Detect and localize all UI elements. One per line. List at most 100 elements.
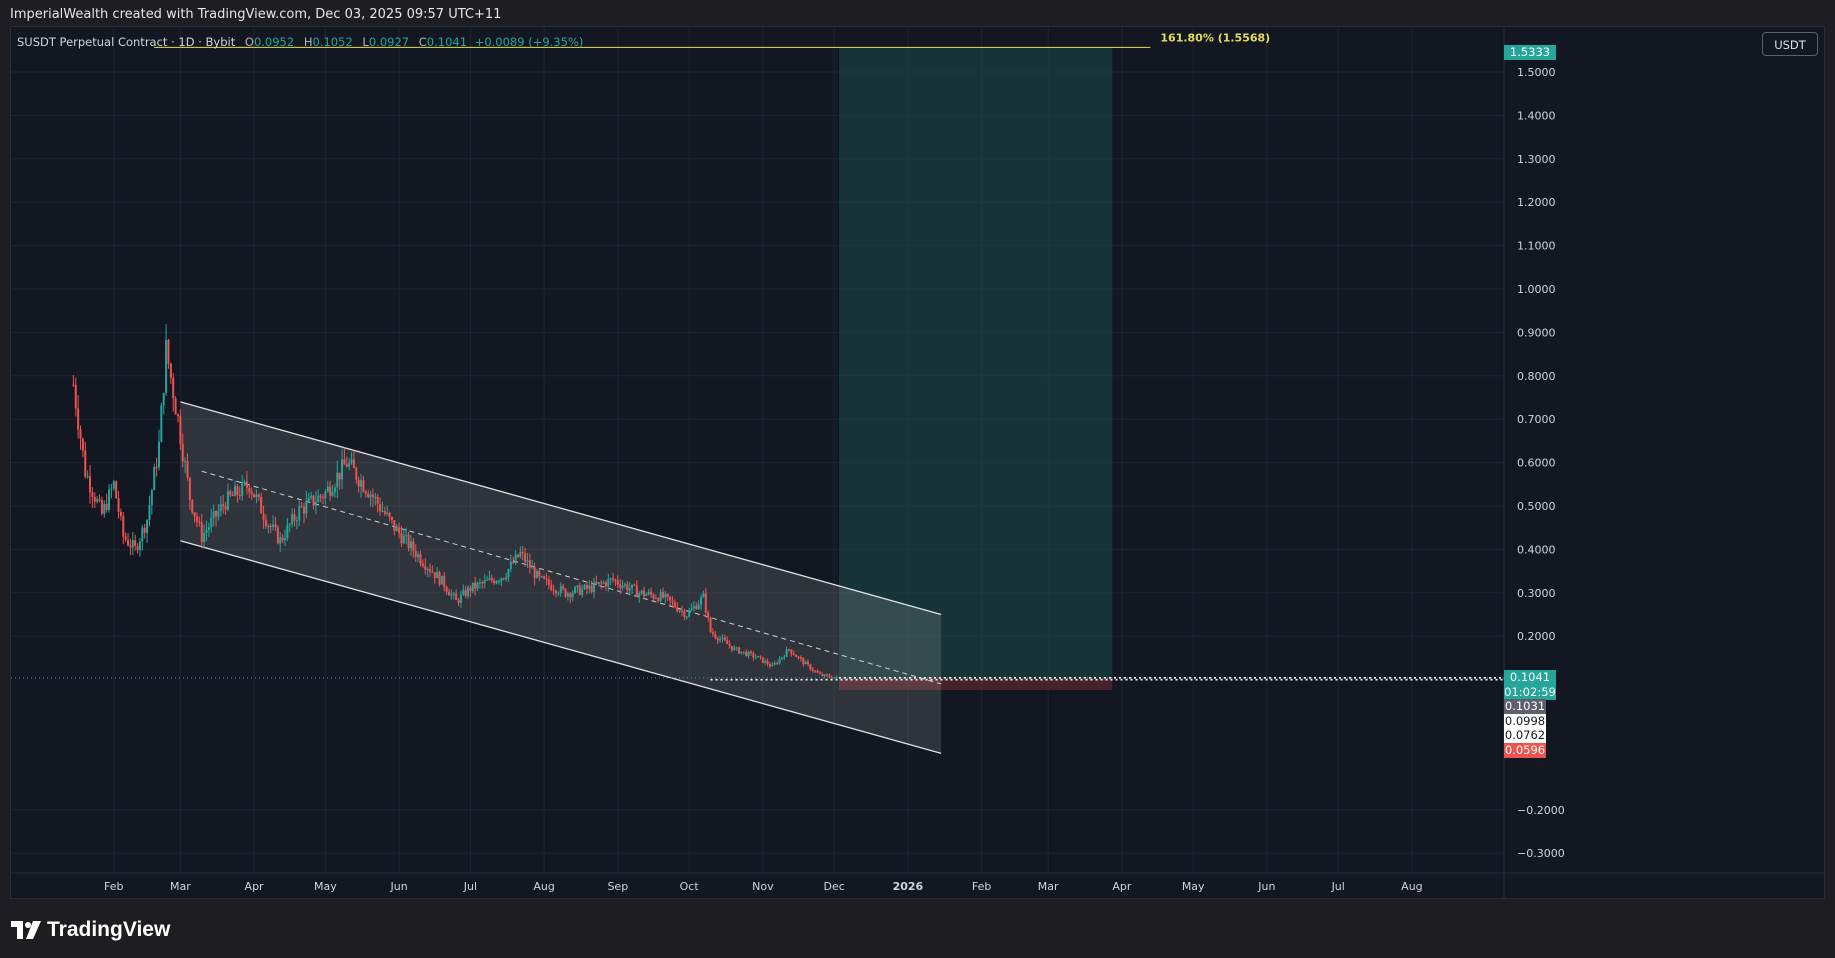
close-value: 0.1041 bbox=[426, 35, 468, 49]
candle bbox=[234, 486, 237, 496]
time-axis-label: Feb bbox=[104, 880, 123, 893]
candle bbox=[555, 590, 558, 594]
candle bbox=[640, 590, 643, 594]
candle bbox=[264, 519, 267, 527]
position-target-zone[interactable] bbox=[838, 47, 1113, 678]
time-axis-label: Oct bbox=[680, 880, 700, 893]
candle bbox=[771, 664, 774, 667]
candle bbox=[497, 581, 500, 583]
candle bbox=[657, 598, 660, 602]
candle bbox=[143, 527, 146, 533]
candle bbox=[310, 495, 313, 498]
candle bbox=[150, 490, 153, 506]
candle bbox=[535, 570, 538, 579]
candle bbox=[735, 647, 738, 649]
price-axis-label: 0.6000 bbox=[1517, 457, 1556, 470]
candle bbox=[574, 587, 577, 594]
candle bbox=[179, 416, 182, 444]
candle bbox=[543, 576, 546, 579]
candle bbox=[476, 582, 479, 589]
symbol-title[interactable]: SUSDT Perpetual Contract · 1D · Bybit bbox=[17, 35, 236, 49]
position-stop-zone[interactable] bbox=[838, 677, 1113, 690]
candle bbox=[676, 607, 679, 612]
channel-fill[interactable] bbox=[180, 401, 942, 754]
candle bbox=[507, 569, 510, 578]
candle bbox=[219, 504, 222, 512]
candle bbox=[788, 649, 791, 651]
chart-attribution: ImperialWealth created with TradingView.… bbox=[10, 7, 502, 22]
candle bbox=[333, 487, 336, 493]
candle bbox=[490, 577, 493, 581]
candle bbox=[222, 504, 225, 507]
candle bbox=[352, 459, 355, 469]
candle bbox=[236, 486, 239, 496]
chart-area[interactable]: 161.80% (1.5568) 1.5000 1.4000 1.3000 1.2000… bbox=[10, 26, 1825, 899]
time-axis-label: May bbox=[1182, 880, 1205, 893]
candle bbox=[450, 593, 453, 596]
time-axis-label: Aug bbox=[1401, 880, 1422, 893]
candle bbox=[604, 582, 607, 587]
tradingview-logo[interactable]: TradingView bbox=[11, 918, 170, 942]
candle bbox=[341, 459, 344, 480]
candle bbox=[314, 502, 317, 506]
channel-upper-line[interactable] bbox=[180, 401, 942, 616]
candle bbox=[633, 584, 636, 586]
channel-middle-line[interactable] bbox=[201, 470, 942, 685]
candle bbox=[621, 585, 624, 588]
candle bbox=[826, 674, 829, 676]
candle bbox=[614, 579, 617, 581]
candle bbox=[379, 504, 382, 512]
candle bbox=[828, 675, 831, 678]
candle bbox=[785, 649, 788, 657]
candle bbox=[440, 575, 443, 585]
high-label: H bbox=[303, 35, 313, 49]
candle bbox=[181, 443, 184, 462]
candle bbox=[191, 499, 194, 513]
time-axis-label: Dec bbox=[824, 880, 845, 893]
candle bbox=[631, 584, 634, 589]
candle bbox=[86, 476, 89, 478]
candle bbox=[74, 384, 77, 409]
footer bbox=[0, 899, 1835, 958]
candle bbox=[526, 560, 529, 563]
candle bbox=[374, 496, 377, 498]
candle bbox=[552, 590, 555, 592]
candle bbox=[452, 593, 455, 595]
candle bbox=[362, 480, 365, 492]
candle bbox=[200, 522, 203, 543]
candle bbox=[229, 491, 232, 496]
candle bbox=[662, 592, 665, 598]
candle bbox=[524, 553, 527, 563]
high-value: 0.1052 bbox=[312, 35, 353, 49]
price-axis-label: 0.3000 bbox=[1517, 587, 1556, 600]
candle bbox=[312, 495, 315, 506]
candle bbox=[110, 488, 113, 490]
candle bbox=[576, 585, 579, 588]
price-axis-label: −0.2000 bbox=[1517, 804, 1565, 817]
candle bbox=[305, 501, 308, 514]
candle bbox=[471, 582, 474, 592]
candle bbox=[119, 511, 122, 517]
candle bbox=[414, 550, 417, 558]
candle bbox=[172, 377, 175, 399]
candle bbox=[728, 643, 731, 646]
candle bbox=[336, 472, 339, 488]
candle bbox=[426, 569, 429, 571]
candle bbox=[647, 591, 650, 595]
chart-canvas[interactable]: 161.80% (1.5568) 1.5000 1.4000 1.3000 1.2000… bbox=[11, 27, 1824, 898]
candle bbox=[792, 653, 795, 655]
candle bbox=[581, 588, 584, 595]
candle bbox=[262, 513, 265, 520]
candle bbox=[711, 632, 714, 635]
candle bbox=[571, 593, 574, 598]
candle bbox=[505, 577, 508, 580]
top-bar: ImperialWealth created with TradingView.… bbox=[0, 0, 1835, 26]
candle bbox=[690, 608, 693, 611]
candle bbox=[212, 511, 215, 518]
channel-lower-line[interactable] bbox=[180, 540, 942, 755]
currency-button[interactable]: USDT bbox=[1762, 32, 1818, 56]
candle bbox=[193, 512, 196, 517]
close-label: C bbox=[418, 35, 427, 49]
candle bbox=[707, 612, 710, 618]
candle bbox=[509, 561, 512, 570]
